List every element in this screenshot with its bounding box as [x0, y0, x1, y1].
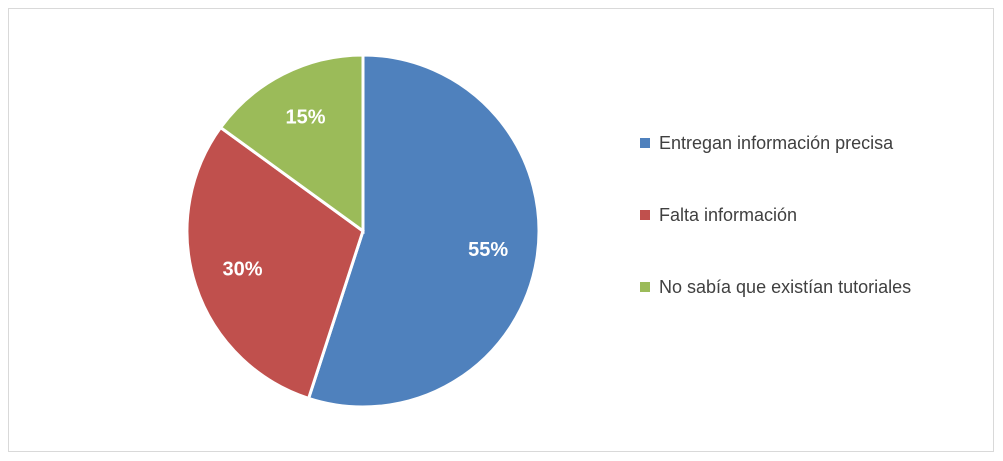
chart-frame — [8, 8, 994, 452]
legend-item: No sabía que existían tutoriales — [640, 274, 934, 300]
legend-swatch — [640, 138, 650, 148]
legend-swatch — [640, 210, 650, 220]
pie-slice — [185, 125, 365, 401]
data-label: 15% — [285, 106, 325, 128]
legend-label: Falta información — [659, 205, 798, 225]
data-label: 30% — [222, 258, 262, 280]
legend-item: Entregan información precisa — [640, 130, 934, 156]
legend: Entregan información precisa Falta inform… — [640, 130, 934, 346]
pie-slice — [306, 53, 541, 409]
legend-label: No sabía que existían tutoriales — [659, 277, 912, 297]
data-label: 55% — [468, 239, 508, 261]
legend-label: Entregan información precisa — [659, 133, 894, 153]
legend-item: Falta información — [640, 202, 934, 228]
pie-slice — [218, 53, 365, 234]
legend-swatch — [640, 282, 650, 292]
